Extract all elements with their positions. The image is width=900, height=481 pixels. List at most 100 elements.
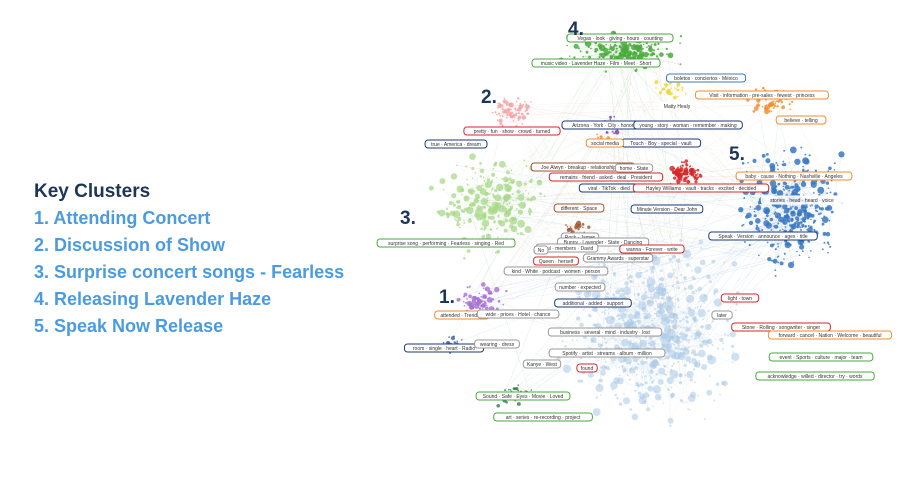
graph-node — [761, 228, 764, 232]
graph-node — [821, 216, 829, 224]
graph-node — [615, 289, 621, 295]
graph-node — [517, 219, 526, 228]
graph-node — [682, 172, 685, 175]
graph-node — [708, 375, 711, 377]
graph-edge — [478, 237, 498, 300]
graph-label: remains · friend · asked · deal · Presid… — [548, 172, 664, 182]
legend-item-2: 2. Discussion of Show — [34, 235, 226, 255]
graph-node — [615, 50, 618, 53]
graph-labels: Vegas · look · giving · hours · counting… — [376, 33, 893, 422]
graph-node — [642, 298, 645, 301]
graph-node — [743, 196, 746, 200]
graph-node — [506, 203, 509, 205]
graph-node — [503, 183, 506, 186]
graph-node — [522, 192, 525, 195]
graph-node — [608, 307, 610, 310]
graph-node — [649, 296, 653, 299]
graph-label-box — [475, 391, 571, 401]
graph-node — [678, 373, 683, 378]
graph-node — [677, 95, 679, 98]
graph-node — [516, 232, 519, 235]
graph-node — [618, 366, 621, 368]
graph-node — [498, 103, 503, 109]
graph-label: pretty · fun · show · crowd · turned — [463, 126, 561, 136]
graph-node — [644, 315, 646, 318]
graph-node — [679, 42, 681, 45]
graph-node — [682, 401, 685, 404]
graph-label: Visit · information · pre-sales · fewest… — [695, 90, 829, 100]
graph-node — [754, 218, 761, 224]
graph-label-text: acknowledge · willed · director · try · … — [767, 374, 863, 380]
graph-node — [472, 190, 475, 193]
graph-node — [667, 417, 674, 424]
graph-node — [707, 309, 710, 312]
graph-node — [683, 363, 687, 367]
graph-node — [652, 49, 656, 52]
graph-node — [813, 228, 816, 232]
graph-node — [597, 136, 599, 139]
graph-node — [725, 319, 730, 323]
graph-node — [825, 181, 830, 185]
graph-node — [633, 365, 639, 371]
graph-node — [791, 100, 794, 104]
graph-node — [481, 184, 484, 187]
graph-node — [480, 295, 482, 298]
graph-node — [696, 168, 700, 172]
cluster-number-2: 2. — [481, 87, 497, 108]
graph-label-box — [576, 363, 598, 373]
graph-node — [512, 120, 515, 122]
graph-label: No — [533, 245, 549, 255]
graph-node — [646, 310, 649, 313]
graph-node — [796, 219, 799, 222]
graph-node — [512, 387, 516, 390]
graph-node — [521, 123, 524, 125]
graph-node — [519, 104, 522, 107]
graph-node — [676, 317, 679, 320]
graph-node — [828, 243, 830, 246]
graph-edge — [607, 41, 810, 258]
graph-node — [689, 378, 693, 382]
graph-node — [682, 249, 692, 259]
graph-node — [818, 213, 820, 216]
graph-node — [670, 320, 675, 324]
graph-node — [821, 222, 825, 226]
graph-edge — [469, 55, 625, 221]
graph-node — [823, 241, 826, 244]
graph-node — [678, 347, 681, 350]
graph-node — [596, 133, 598, 136]
graph-node — [685, 320, 688, 322]
graph-node — [673, 343, 676, 346]
graph-node — [504, 218, 509, 223]
graph-node — [627, 268, 630, 271]
graph-node — [631, 262, 634, 265]
graph-node — [706, 389, 713, 396]
graph-label-box — [760, 195, 844, 205]
graph-node — [624, 46, 628, 50]
graph-node — [485, 304, 488, 307]
graph-node — [518, 201, 527, 209]
graph-node — [652, 275, 655, 278]
graph-label: Spotify · artist · streams · album · mil… — [548, 348, 666, 358]
graph-node — [625, 309, 628, 312]
graph-node — [646, 46, 648, 48]
graph-node — [700, 324, 704, 329]
graph-node — [692, 175, 695, 178]
graph-label-text: found — [581, 366, 594, 372]
graph-node — [497, 219, 502, 224]
graph-node — [662, 402, 665, 404]
graph-node — [517, 97, 520, 100]
graph-node — [791, 185, 795, 189]
graph-node — [800, 240, 803, 243]
graph-node — [674, 322, 677, 326]
graph-node — [492, 193, 495, 196]
graph-node — [482, 287, 485, 290]
graph-node — [719, 302, 722, 305]
graph-node — [722, 348, 725, 350]
graph-node — [727, 334, 730, 337]
graph-edge — [583, 46, 641, 57]
graph-node — [678, 173, 681, 176]
graph-label-text: believe · telling — [784, 118, 818, 124]
graph-edge — [484, 215, 578, 226]
graph-node — [642, 43, 645, 46]
graph-node — [512, 199, 515, 202]
